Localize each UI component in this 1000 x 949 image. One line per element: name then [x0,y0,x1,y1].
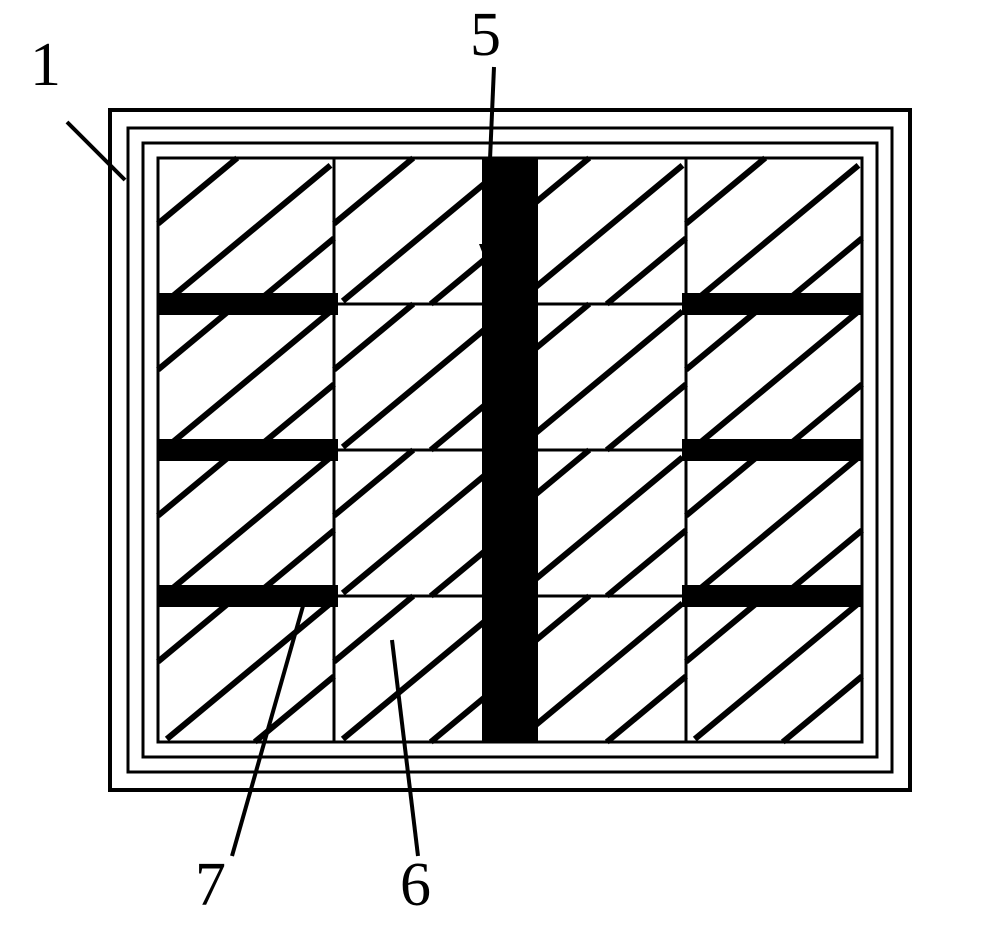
hatch-line [334,596,413,662]
hatch-line [519,457,683,593]
left-horizontal-bar [158,439,338,461]
hatch-line [607,530,686,596]
hatch-line [519,311,683,447]
hatch-line [695,457,859,593]
hatch-line [334,304,413,370]
hatch-line [695,311,859,447]
hatch-line [686,158,765,224]
hatch-line [343,311,507,447]
hatch-line [519,603,683,739]
callout-label-1: 1 [30,30,61,101]
leader-6 [392,640,418,856]
hatch-line [343,457,507,593]
leader-1 [67,122,125,180]
hatch-line [695,603,859,739]
hatch-line [783,676,862,742]
hatch-line [334,450,413,516]
hatch-line [519,165,683,301]
hatch-line [343,603,507,739]
callout-label-6: 6 [400,850,431,921]
hatch-line [167,457,331,593]
callout-label-7: 7 [195,850,226,921]
callout-label-5: 5 [470,0,501,71]
hatch-line [607,676,686,742]
hatch-line [695,165,859,301]
hatch-line [167,311,331,447]
left-horizontal-bar [158,293,338,315]
hatch-line [334,158,413,224]
right-horizontal-bar [682,293,862,315]
hatch-line [343,165,507,301]
hatch-line [607,238,686,304]
right-horizontal-bar [682,585,862,607]
right-horizontal-bar [682,439,862,461]
hatch-line [167,603,331,739]
schematic-figure [0,0,1000,949]
hatch-line [167,165,331,301]
hatch-line [158,158,237,224]
leader-7 [232,606,303,856]
left-horizontal-bar [158,585,338,607]
hatch-line [607,384,686,450]
